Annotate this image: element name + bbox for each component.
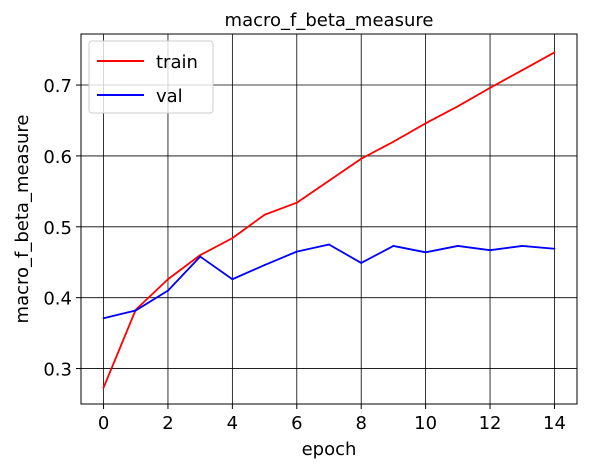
x-tick-label: 8 <box>355 413 366 434</box>
x-axis-ticks: 0 2 4 6 8 10 12 14 <box>98 404 566 434</box>
y-tick-label: 0.4 <box>43 289 72 310</box>
data-point-train <box>102 386 105 389</box>
grid-lines <box>81 34 577 404</box>
data-point-train <box>489 86 491 89</box>
y-tick-label: 0.6 <box>43 147 72 168</box>
data-point-val <box>521 245 524 247</box>
x-tick-label: 2 <box>162 413 173 434</box>
y-tick-label: 0.3 <box>43 360 72 381</box>
x-tick-label: 0 <box>98 413 109 434</box>
data-point-val <box>231 278 234 281</box>
data-point-val <box>392 245 395 247</box>
data-point-train <box>328 179 330 182</box>
data-point-train <box>424 122 427 125</box>
y-tick-label: 0.7 <box>43 76 72 97</box>
legend: train val <box>88 40 214 114</box>
data-point-val <box>199 255 202 258</box>
data-point-val <box>489 249 491 252</box>
legend-label-train: train <box>156 52 198 73</box>
data-point-train <box>553 51 556 54</box>
plot-frame <box>80 33 578 405</box>
data-point-val <box>424 251 427 254</box>
data-point-val <box>167 289 169 292</box>
x-tick-label: 10 <box>414 413 437 434</box>
chart-title: macro_f_beta_measure <box>225 10 434 31</box>
data-point-train <box>231 237 234 240</box>
x-tick-label: 14 <box>543 413 566 434</box>
data-point-val <box>553 247 556 250</box>
data-point-train <box>295 201 298 204</box>
data-point-train <box>199 254 202 257</box>
legend-label-val: val <box>156 86 183 107</box>
x-tick-label: 6 <box>291 413 302 434</box>
y-axis-label: macro_f_beta_measure <box>12 115 33 324</box>
series-layer <box>102 51 556 389</box>
x-tick-label: 4 <box>227 413 238 434</box>
x-tick-label: 12 <box>479 413 502 434</box>
data-point-train <box>263 213 266 216</box>
data-point-val <box>134 309 137 312</box>
data-point-train <box>456 105 459 108</box>
data-point-val <box>328 243 330 246</box>
x-axis-label: epoch <box>302 439 357 460</box>
y-tick-label: 0.5 <box>43 218 72 239</box>
data-point-train <box>360 157 363 160</box>
data-point-val <box>102 317 105 320</box>
y-axis-ticks: 0.3 0.4 0.5 0.6 0.7 <box>43 76 81 381</box>
data-point-train <box>392 140 395 143</box>
data-point-val <box>360 262 363 264</box>
data-point-val <box>295 250 298 253</box>
data-point-train <box>167 278 169 281</box>
data-point-val <box>456 245 459 247</box>
data-point-train <box>521 69 524 72</box>
data-point-val <box>263 264 266 266</box>
